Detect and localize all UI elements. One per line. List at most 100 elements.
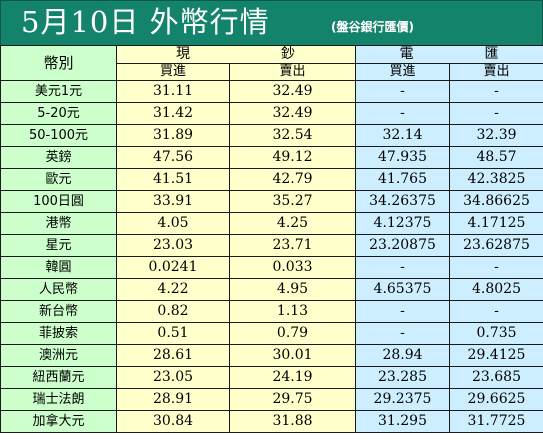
table-row: 星元 23.03 23.71 23.20875 23.62875 xyxy=(0,234,543,257)
cash-buy-cell: 31.42 xyxy=(116,102,230,125)
cash-buy-header: 買進 xyxy=(116,63,230,81)
currency-column-header: 幣別 xyxy=(0,45,117,81)
cash-sell-cell: 32.49 xyxy=(229,80,356,103)
cash-buy-cell: 28.91 xyxy=(116,388,230,411)
table-row: 100日圓 33.91 35.27 34.26375 34.86625 xyxy=(0,190,543,213)
telegraphic-buy-cell: - xyxy=(355,322,450,345)
cash-buy-cell: 31.11 xyxy=(116,80,230,103)
cash-buy-cell: 41.51 xyxy=(116,168,230,191)
cash-sell-cell: 31.88 xyxy=(229,410,356,433)
telegraphic-sell-cell: 0.735 xyxy=(449,322,543,345)
cash-buy-cell: 0.51 xyxy=(116,322,230,345)
cash-sell-cell: 32.49 xyxy=(229,102,356,125)
cash-sell-header: 賣出 xyxy=(229,63,356,81)
table-row: 50-100元 31.89 32.54 32.14 32.39 xyxy=(0,124,543,147)
telegraphic-buy-cell: - xyxy=(355,256,450,279)
currency-name-cell: 歐元 xyxy=(0,168,117,191)
currency-name-cell: 5-20元 xyxy=(0,102,117,125)
cash-sell-cell: 0.79 xyxy=(229,322,356,345)
currency-name-cell: 人民幣 xyxy=(0,278,117,301)
currency-name-cell: 澳洲元 xyxy=(0,344,117,367)
currency-name-cell: 美元1元 xyxy=(0,80,117,103)
telegraphic-group-char-1: 電 xyxy=(399,46,415,63)
telegraphic-buy-cell: 4.65375 xyxy=(355,278,450,301)
telegraphic-buy-cell: 41.765 xyxy=(355,168,450,191)
telegraphic-sell-cell: 34.86625 xyxy=(449,190,543,213)
cash-buy-cell: 33.91 xyxy=(116,190,230,213)
currency-name-cell: 加拿大元 xyxy=(0,410,117,433)
table-row: 菲披索 0.51 0.79-0.735 xyxy=(0,322,543,345)
cash-buy-cell: 0.0241 xyxy=(116,256,230,279)
telegraphic-sell-cell: 32.39 xyxy=(449,124,543,147)
rate-rows: 美元1元 31.11 32.49- -5-20元 31.42 32.49- -50-100元… xyxy=(0,80,543,433)
telegraphic-sell-cell: 4.8025 xyxy=(449,278,543,301)
cash-buy-cell: 31.89 xyxy=(116,124,230,147)
telegraphic-sell-cell: - xyxy=(449,80,543,103)
telegraphic-sell-cell: 4.17125 xyxy=(449,212,543,235)
table-row: 紐西蘭元 23.05 24.19 23.285 23.685 xyxy=(0,366,543,389)
cash-sell-cell: 24.19 xyxy=(229,366,356,389)
currency-name-cell: 韓圓 xyxy=(0,256,117,279)
cash-sell-cell: 1.13 xyxy=(229,300,356,323)
telegraphic-buy-cell: - xyxy=(355,300,450,323)
currency-name-cell: 100日圓 xyxy=(0,190,117,213)
telegraphic-buy-cell: 34.26375 xyxy=(355,190,450,213)
telegraphic-sell-cell: - xyxy=(449,256,543,279)
cash-buy-cell: 4.22 xyxy=(116,278,230,301)
title-banner: 5月10日 外幣行情 (盤谷銀行匯價) xyxy=(0,0,543,46)
table-row: 新台幣 0.82 1.13- - xyxy=(0,300,543,323)
cash-sell-cell: 4.25 xyxy=(229,212,356,235)
telegraphic-buy-header: 買進 xyxy=(355,63,450,81)
currency-name-cell: 瑞士法朗 xyxy=(0,388,117,411)
cash-sell-cell: 0.033 xyxy=(229,256,356,279)
table-subheader-row: 買進 賣出 買進 賣出 xyxy=(1,63,543,81)
telegraphic-buy-cell: - xyxy=(355,102,450,125)
table-row: 歐元 41.51 42.79 41.765 42.3825 xyxy=(0,168,543,191)
cash-buy-cell: 0.82 xyxy=(116,300,230,323)
telegraphic-sell-cell: 48.57 xyxy=(449,146,543,169)
telegraphic-group-char-2: 匯 xyxy=(484,46,500,63)
telegraphic-buy-cell: 31.295 xyxy=(355,410,450,433)
currency-name-cell: 英鎊 xyxy=(0,146,117,169)
cash-buy-cell: 23.03 xyxy=(116,234,230,257)
telegraphic-buy-cell: 23.285 xyxy=(355,366,450,389)
currency-name-cell: 50-100元 xyxy=(0,124,117,147)
cash-group-char-2: 鈔 xyxy=(281,46,296,63)
telegraphic-buy-cell: 28.94 xyxy=(355,344,450,367)
cash-sell-cell: 30.01 xyxy=(229,344,356,367)
table-row: 澳洲元 28.61 30.01 28.94 29.4125 xyxy=(0,344,543,367)
currency-name-cell: 港幣 xyxy=(0,212,117,235)
table-header-row: 幣別 現 鈔 電 匯 xyxy=(0,45,543,81)
telegraphic-sell-cell: - xyxy=(449,300,543,323)
cash-buy-cell: 30.84 xyxy=(116,410,230,433)
telegraphic-buy-cell: 29.2375 xyxy=(355,388,450,411)
table-row: 5-20元 31.42 32.49- - xyxy=(0,102,543,125)
telegraphic-sell-cell: - xyxy=(449,102,543,125)
table-row: 美元1元 31.11 32.49- - xyxy=(0,80,543,103)
telegraphic-sell-cell: 23.62875 xyxy=(449,234,543,257)
table-row: 瑞士法朗 28.91 29.75 29.2375 29.6625 xyxy=(0,388,543,411)
telegraphic-buy-cell: 23.20875 xyxy=(355,234,450,257)
table-row: 韓圓 0.0241 0.033- - xyxy=(0,256,543,279)
telegraphic-sell-cell: 29.4125 xyxy=(449,344,543,367)
table-row: 人民幣 4.22 4.95 4.65375 4.8025 xyxy=(0,278,543,301)
cash-buy-cell: 23.05 xyxy=(116,366,230,389)
cash-sell-cell: 29.75 xyxy=(229,388,356,411)
table-row: 加拿大元 30.84 31.88 31.295 31.7725 xyxy=(0,410,543,433)
telegraphic-buy-cell: 47.935 xyxy=(355,146,450,169)
telegraphic-sell-cell: 31.7725 xyxy=(449,410,543,433)
cash-buy-cell: 28.61 xyxy=(116,344,230,367)
cash-sell-cell: 23.71 xyxy=(229,234,356,257)
page-title: 5月10日 外幣行情 xyxy=(21,5,270,39)
table-row: 港幣 4.05 4.25 4.12375 4.17125 xyxy=(0,212,543,235)
cash-buy-cell: 47.56 xyxy=(116,146,230,169)
cash-sell-cell: 49.12 xyxy=(229,146,356,169)
telegraphic-buy-cell: - xyxy=(355,80,450,103)
currency-name-cell: 菲披索 xyxy=(0,322,117,345)
exchange-rate-table: 幣別 現鈔 電匯 買進 賣出 買進 賣出 美元1元 31.11 32.49- -5-2… xyxy=(0,45,543,433)
telegraphic-buy-cell: 32.14 xyxy=(355,124,450,147)
currency-name-cell: 紐西蘭元 xyxy=(0,366,117,389)
telegraphic-buy-cell: 4.12375 xyxy=(355,212,450,235)
cash-group-char-1: 現 xyxy=(176,46,191,63)
cash-sell-cell: 35.27 xyxy=(229,190,356,213)
